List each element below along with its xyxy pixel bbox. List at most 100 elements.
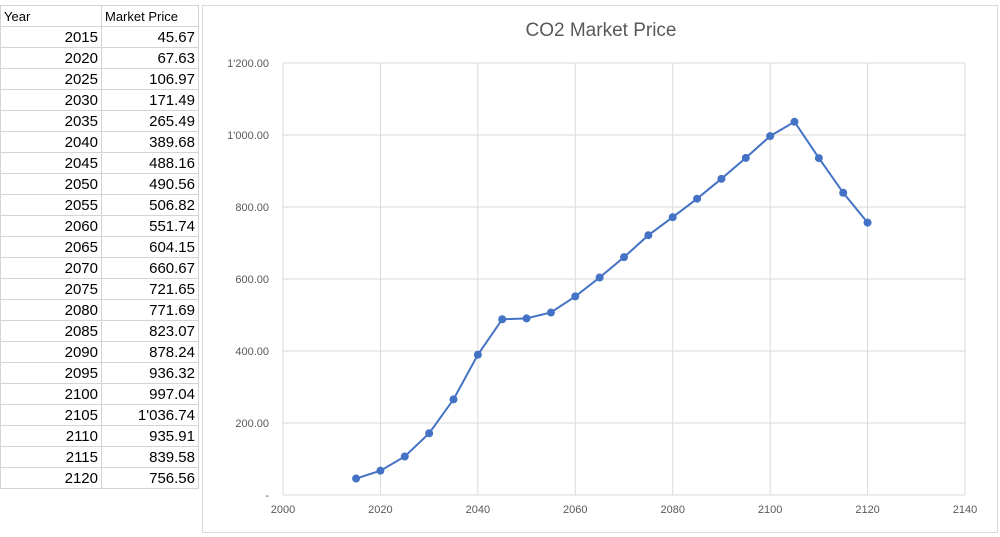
data-point bbox=[498, 315, 507, 324]
data-table: Year Market Price 2015 45.67 2020 67.63 2025… bbox=[0, 5, 199, 489]
table-row: 2090 878.24 bbox=[0, 341, 199, 363]
cell-year[interactable]: 2070 bbox=[0, 257, 102, 279]
y-tick-label: 1'200.00 bbox=[227, 58, 269, 70]
x-tick-label: 2140 bbox=[953, 504, 977, 516]
cell-market-price[interactable]: 839.58 bbox=[101, 446, 199, 468]
cell-market-price[interactable]: 490.56 bbox=[101, 173, 199, 195]
cell-year[interactable]: 2120 bbox=[0, 467, 102, 489]
table-row: 2115 839.58 bbox=[0, 446, 199, 468]
cell-market-price[interactable]: 506.82 bbox=[101, 194, 199, 216]
data-point bbox=[449, 395, 458, 404]
cell-market-price[interactable]: 756.56 bbox=[101, 467, 199, 489]
cell-market-price[interactable]: 171.49 bbox=[101, 89, 199, 111]
data-point bbox=[400, 452, 409, 461]
cell-market-price[interactable]: 45.67 bbox=[101, 26, 199, 48]
cell-market-price[interactable]: 389.68 bbox=[101, 131, 199, 153]
cell-market-price[interactable]: 935.91 bbox=[101, 425, 199, 447]
table-row: 2020 67.63 bbox=[0, 47, 199, 69]
cell-market-price[interactable]: 1'036.74 bbox=[101, 404, 199, 426]
table-row: 2045 488.16 bbox=[0, 152, 199, 174]
data-point bbox=[766, 132, 775, 141]
cell-year[interactable]: 2015 bbox=[0, 26, 102, 48]
data-point bbox=[620, 253, 628, 262]
data-point bbox=[863, 218, 872, 227]
y-tick-label: 1'000.00 bbox=[227, 130, 269, 142]
y-tick-label: 400.00 bbox=[235, 346, 269, 358]
header-year[interactable]: Year bbox=[0, 5, 102, 27]
x-tick-label: 2060 bbox=[563, 504, 587, 516]
line-chart: - 200.00 400.00 600.00 800.00 1'000.00 1'200.0… bbox=[227, 58, 977, 516]
data-point bbox=[522, 314, 531, 323]
cell-market-price[interactable]: 551.74 bbox=[101, 215, 199, 237]
x-tick-label: 2080 bbox=[660, 504, 684, 516]
data-point bbox=[473, 350, 482, 359]
table-row: 2100 997.04 bbox=[0, 383, 199, 405]
cell-year[interactable]: 2105 bbox=[0, 404, 102, 426]
cell-year[interactable]: 2035 bbox=[0, 110, 102, 132]
cell-year[interactable]: 2090 bbox=[0, 341, 102, 363]
data-point bbox=[668, 213, 677, 222]
cell-year[interactable]: 2075 bbox=[0, 278, 102, 300]
cell-market-price[interactable]: 721.65 bbox=[101, 278, 199, 300]
cell-market-price[interactable]: 488.16 bbox=[101, 152, 199, 174]
cell-market-price[interactable]: 936.32 bbox=[101, 362, 199, 384]
data-point bbox=[376, 466, 385, 475]
cell-market-price[interactable]: 67.63 bbox=[101, 47, 199, 69]
cell-year[interactable]: 2050 bbox=[0, 173, 102, 195]
data-point bbox=[595, 273, 604, 282]
data-point bbox=[814, 154, 823, 163]
cell-market-price[interactable]: 660.67 bbox=[101, 257, 199, 279]
data-point bbox=[839, 188, 848, 197]
data-point bbox=[425, 429, 434, 438]
chart-container[interactable]: CO2 Market Price - 200.00 400.00 600.00 800.… bbox=[202, 5, 998, 533]
x-tick-label: 2020 bbox=[368, 504, 392, 516]
cell-year[interactable]: 2060 bbox=[0, 215, 102, 237]
table-row: 2080 771.69 bbox=[0, 299, 199, 321]
cell-year[interactable]: 2095 bbox=[0, 362, 102, 384]
data-point bbox=[546, 308, 555, 317]
cell-year[interactable]: 2115 bbox=[0, 446, 102, 468]
cell-year[interactable]: 2085 bbox=[0, 320, 102, 342]
series-points bbox=[352, 117, 872, 483]
table-row: 2075 721.65 bbox=[0, 278, 199, 300]
x-tick-label: 2040 bbox=[466, 504, 490, 516]
y-tick-label: 800.00 bbox=[235, 202, 269, 214]
table-row: 2060 551.74 bbox=[0, 215, 199, 237]
table-header-row: Year Market Price bbox=[0, 5, 199, 27]
series-line-path bbox=[355, 120, 869, 480]
cell-market-price[interactable]: 823.07 bbox=[101, 320, 199, 342]
cell-market-price[interactable]: 771.69 bbox=[101, 299, 199, 321]
cell-year[interactable]: 2080 bbox=[0, 299, 102, 321]
table-row: 2030 171.49 bbox=[0, 89, 199, 111]
table-row: 2105 1'036.74 bbox=[0, 404, 199, 426]
header-market-price[interactable]: Market Price bbox=[101, 5, 199, 27]
cell-year[interactable]: 2110 bbox=[0, 425, 102, 447]
x-tick-label: 2120 bbox=[855, 504, 879, 516]
table-row: 2040 389.68 bbox=[0, 131, 199, 153]
cell-market-price[interactable]: 997.04 bbox=[101, 383, 199, 405]
cell-market-price[interactable]: 604.15 bbox=[101, 236, 199, 258]
cell-year[interactable]: 2030 bbox=[0, 89, 102, 111]
cell-market-price[interactable]: 106.97 bbox=[101, 68, 199, 90]
cell-year[interactable]: 2055 bbox=[0, 194, 102, 216]
gridlines bbox=[282, 62, 966, 496]
cell-year[interactable]: 2100 bbox=[0, 383, 102, 405]
cell-year[interactable]: 2045 bbox=[0, 152, 102, 174]
cell-market-price[interactable]: 878.24 bbox=[101, 341, 199, 363]
data-point bbox=[717, 174, 726, 183]
cell-year[interactable]: 2040 bbox=[0, 131, 102, 153]
table-row: 2110 935.91 bbox=[0, 425, 199, 447]
cell-year[interactable]: 2020 bbox=[0, 47, 102, 69]
cell-year[interactable]: 2065 bbox=[0, 236, 102, 258]
table-row: 2085 823.07 bbox=[0, 320, 199, 342]
x-tick-label: 2100 bbox=[758, 504, 782, 516]
table-row: 2055 506.82 bbox=[0, 194, 199, 216]
data-point bbox=[352, 474, 361, 483]
cell-year[interactable]: 2025 bbox=[0, 68, 102, 90]
chart-title: CO2 Market Price bbox=[525, 20, 677, 41]
x-tick-labels: 2000 2020 2040 2060 2080 2100 2120 2140 bbox=[271, 504, 977, 516]
cell-market-price[interactable]: 265.49 bbox=[101, 110, 199, 132]
y-tick-label: 600.00 bbox=[235, 274, 269, 286]
data-point bbox=[741, 153, 750, 162]
